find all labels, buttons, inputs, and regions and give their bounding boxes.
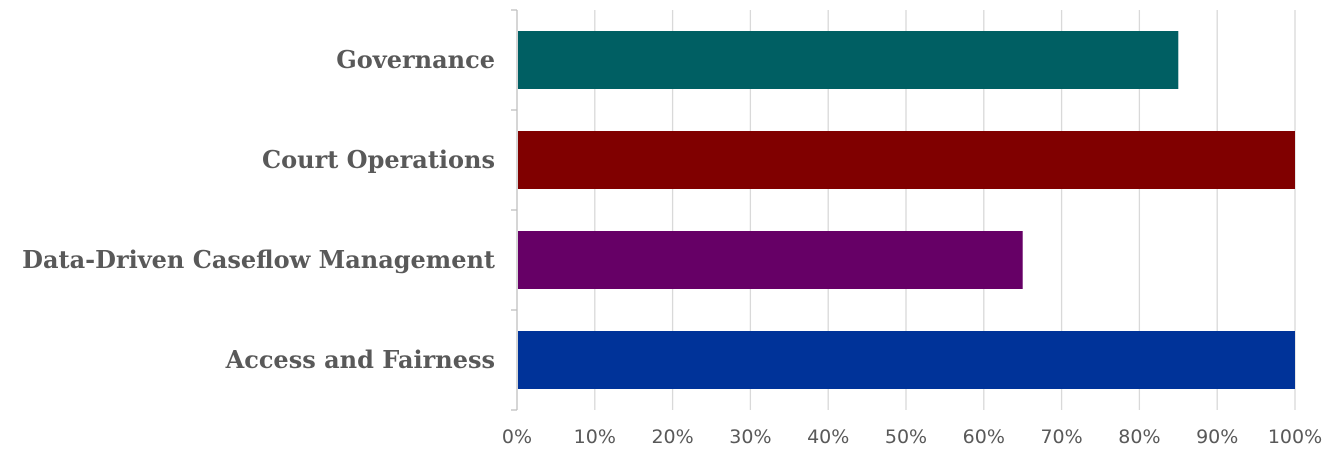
x-tick-label: 30% (729, 426, 771, 448)
x-tick-label: 0% (502, 426, 532, 448)
x-tick-label: 80% (1118, 426, 1160, 448)
value-axis-labels: 0% 10% 20% 30% 40% 50% 60% 70% 80% 90% 100% (502, 426, 1322, 448)
x-tick-label: 40% (807, 426, 849, 448)
x-tick-label: 10% (574, 426, 616, 448)
x-tick-label: 70% (1040, 426, 1082, 448)
x-tick-label: 60% (963, 426, 1005, 448)
x-tick-label: 20% (651, 426, 693, 448)
category-label: Governance (336, 45, 495, 74)
x-tick-label: 50% (885, 426, 927, 448)
category-labels: Governance Court Operations Data-Driven Ca… (22, 45, 495, 374)
bar (518, 231, 1023, 289)
category-axis (511, 9, 518, 411)
bars (518, 31, 1295, 389)
x-tick-label: 100% (1268, 426, 1322, 448)
bar (518, 131, 1295, 189)
x-tick-label: 90% (1196, 426, 1238, 448)
bar (518, 31, 1179, 89)
category-label: Access and Fairness (225, 345, 495, 374)
category-label: Court Operations (262, 145, 495, 174)
category-label: Data-Driven Caseflow Management (22, 245, 495, 274)
bar (518, 331, 1295, 389)
